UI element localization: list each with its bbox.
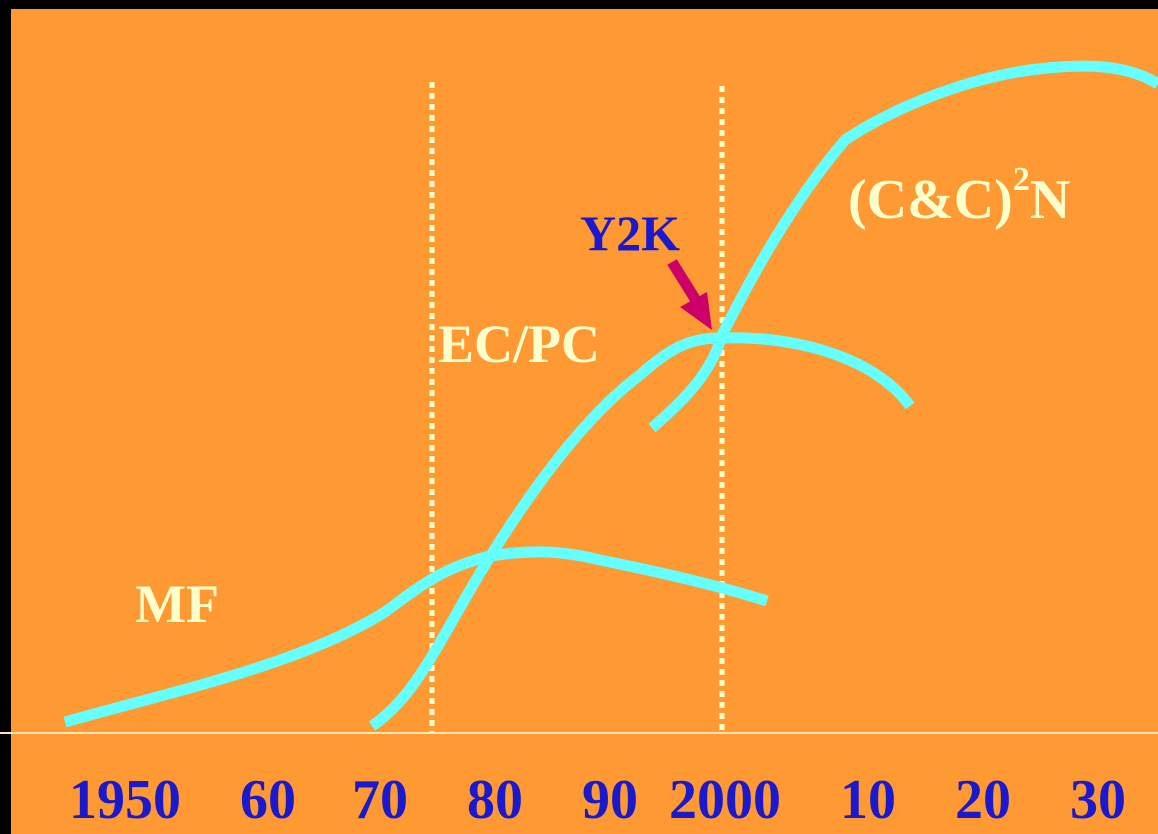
- x-tick-label: 20: [955, 769, 1011, 831]
- ec-pc-curve: [368, 332, 915, 731]
- ec-pc-label: EC/PC: [438, 314, 600, 374]
- x-tick-label: 80: [467, 769, 523, 831]
- x-tick-label: 1950: [69, 769, 181, 831]
- x-tick-label: 70: [352, 769, 408, 831]
- cc2n-label: (C&C)2N: [848, 161, 1070, 231]
- cc2n-suffix: N: [1030, 169, 1070, 231]
- mf-curve: [63, 546, 769, 728]
- x-axis: 1950 60 70 80 90 2000 10 20 30: [69, 769, 1126, 831]
- x-tick-label: 10: [840, 769, 896, 831]
- x-tick-label: 30: [1070, 769, 1126, 831]
- y2k-arrow: [667, 259, 712, 330]
- x-tick-label: 60: [240, 769, 296, 831]
- x-tick-label: 90: [582, 769, 638, 831]
- cc2n-superscript: 2: [1013, 161, 1030, 198]
- y2k-label: Y2K: [580, 205, 680, 261]
- x-tick-label: 2000: [669, 769, 781, 831]
- mf-label: MF: [135, 574, 219, 634]
- cc2n-curve: [648, 60, 1158, 433]
- cc2n-text: (C&C): [848, 169, 1013, 231]
